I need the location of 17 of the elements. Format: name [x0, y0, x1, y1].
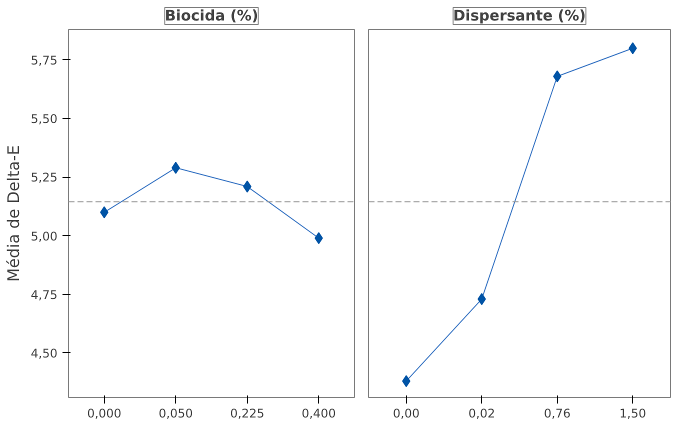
y-tick-label: 4,50 — [30, 346, 58, 360]
y-tick-label: 5,00 — [30, 229, 58, 244]
chart-title: Dispersante (%) — [453, 8, 586, 24]
y-tick-label: 5,50 — [30, 112, 58, 126]
y-tick-label: 5,75 — [30, 53, 58, 68]
x-tick-label: 0,050 — [158, 406, 193, 420]
chart-title: Biocida (%) — [164, 8, 258, 24]
y-axis-title: Média de Delta-E — [4, 145, 23, 282]
x-tick-label: 0,00 — [392, 406, 420, 420]
x-tick-label: 0,000 — [87, 406, 122, 420]
y-tick-label: 5,25 — [30, 170, 58, 185]
x-tick-label: 0,76 — [544, 406, 571, 420]
x-tick-label: 0,02 — [468, 406, 496, 420]
x-tick-label: 0,225 — [230, 406, 264, 420]
y-tick-label: 4,75 — [30, 288, 58, 302]
x-tick-label: 0,400 — [302, 406, 336, 420]
x-tick-label: 1,50 — [619, 406, 646, 420]
